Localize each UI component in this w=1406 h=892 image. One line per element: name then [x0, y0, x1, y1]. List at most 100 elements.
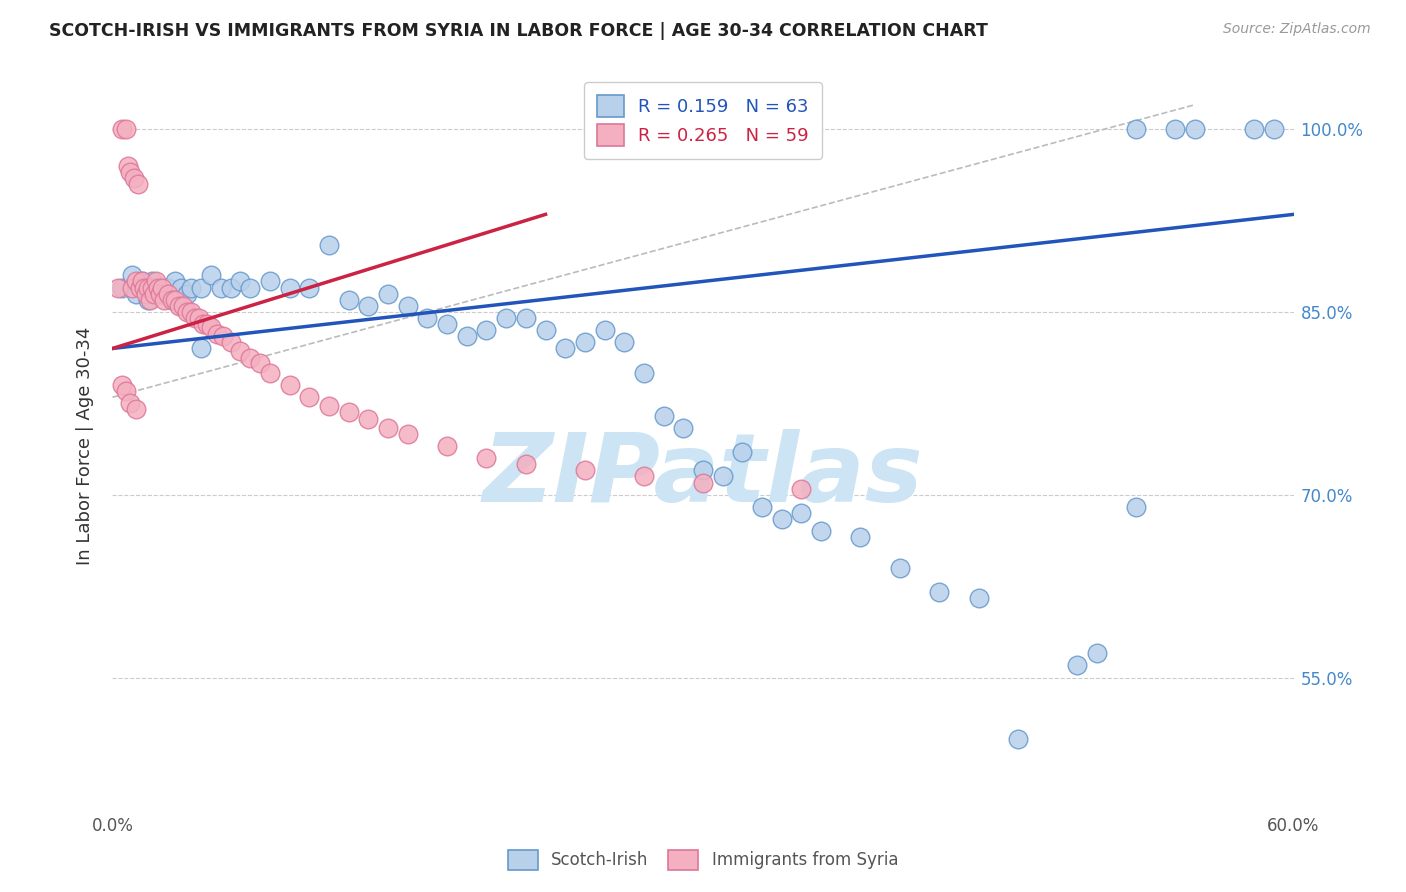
Point — [160, 293, 183, 307]
Point — [125, 275, 148, 289]
Point — [396, 426, 419, 441]
Point — [1164, 122, 1187, 136]
Point — [652, 409, 675, 423]
Point — [574, 463, 596, 477]
Point — [357, 299, 380, 313]
Point — [125, 286, 148, 301]
Point — [191, 317, 214, 331]
Point — [534, 323, 557, 337]
Point — [156, 280, 179, 294]
Point — [190, 280, 212, 294]
Point — [142, 286, 165, 301]
Y-axis label: In Labor Force | Age 30-34: In Labor Force | Age 30-34 — [76, 326, 94, 566]
Point — [115, 122, 138, 136]
Point — [176, 286, 198, 301]
Point — [711, 469, 734, 483]
Point — [111, 378, 134, 392]
Point — [259, 366, 281, 380]
Point — [298, 280, 321, 294]
Point — [176, 305, 198, 319]
Point — [889, 561, 911, 575]
Point — [205, 326, 228, 341]
Point — [633, 366, 655, 380]
Point — [170, 280, 193, 294]
Point — [790, 482, 813, 496]
Point — [135, 286, 157, 301]
Point — [633, 469, 655, 483]
Point — [751, 500, 773, 514]
Point — [211, 329, 233, 343]
Point — [515, 458, 537, 472]
Point — [239, 351, 262, 366]
Point — [731, 445, 754, 459]
Point — [357, 412, 380, 426]
Point — [219, 335, 242, 350]
Point — [160, 293, 183, 307]
Point — [131, 275, 153, 289]
Point — [436, 439, 458, 453]
Point — [172, 299, 194, 313]
Point — [278, 378, 301, 392]
Point — [180, 280, 202, 294]
Point — [770, 512, 793, 526]
Point — [672, 421, 695, 435]
Point — [150, 286, 173, 301]
Point — [190, 342, 212, 356]
Point — [120, 396, 142, 410]
Point — [239, 280, 262, 294]
Point — [456, 329, 478, 343]
Point — [810, 524, 832, 539]
Point — [156, 286, 179, 301]
Point — [125, 402, 148, 417]
Point — [141, 280, 163, 294]
Point — [149, 286, 172, 301]
Point — [298, 390, 321, 404]
Point — [593, 323, 616, 337]
Point — [692, 463, 714, 477]
Point — [165, 293, 187, 307]
Point — [1066, 658, 1088, 673]
Text: ZIPatlas: ZIPatlas — [482, 429, 924, 522]
Point — [136, 293, 159, 307]
Point — [1243, 122, 1265, 136]
Point — [111, 280, 134, 294]
Point — [129, 280, 152, 294]
Point — [120, 165, 142, 179]
Point — [475, 451, 498, 466]
Point — [436, 317, 458, 331]
Point — [790, 506, 813, 520]
Point — [152, 293, 174, 307]
Legend: Scotch-Irish, Immigrants from Syria: Scotch-Irish, Immigrants from Syria — [501, 843, 905, 877]
Point — [200, 268, 222, 283]
Point — [209, 280, 232, 294]
Point — [169, 299, 191, 313]
Point — [229, 275, 252, 289]
Point — [1125, 122, 1147, 136]
Point — [396, 299, 419, 313]
Point — [1263, 122, 1285, 136]
Text: SCOTCH-IRISH VS IMMIGRANTS FROM SYRIA IN LABOR FORCE | AGE 30-34 CORRELATION CHA: SCOTCH-IRISH VS IMMIGRANTS FROM SYRIA IN… — [49, 22, 988, 40]
Point — [229, 343, 252, 358]
Point — [131, 275, 153, 289]
Point — [136, 280, 159, 294]
Point — [121, 268, 143, 283]
Point — [377, 421, 399, 435]
Point — [928, 585, 950, 599]
Point — [200, 319, 222, 334]
Point — [495, 311, 517, 326]
Point — [139, 293, 162, 307]
Point — [219, 280, 242, 294]
Point — [121, 280, 143, 294]
Point — [515, 311, 537, 326]
Point — [184, 311, 207, 326]
Point — [115, 384, 138, 399]
Point — [692, 475, 714, 490]
Point — [127, 177, 149, 191]
Point — [165, 275, 187, 289]
Point — [145, 280, 167, 294]
Point — [117, 159, 139, 173]
Point — [146, 280, 169, 294]
Point — [1007, 731, 1029, 746]
Point — [195, 317, 218, 331]
Point — [1085, 646, 1108, 660]
